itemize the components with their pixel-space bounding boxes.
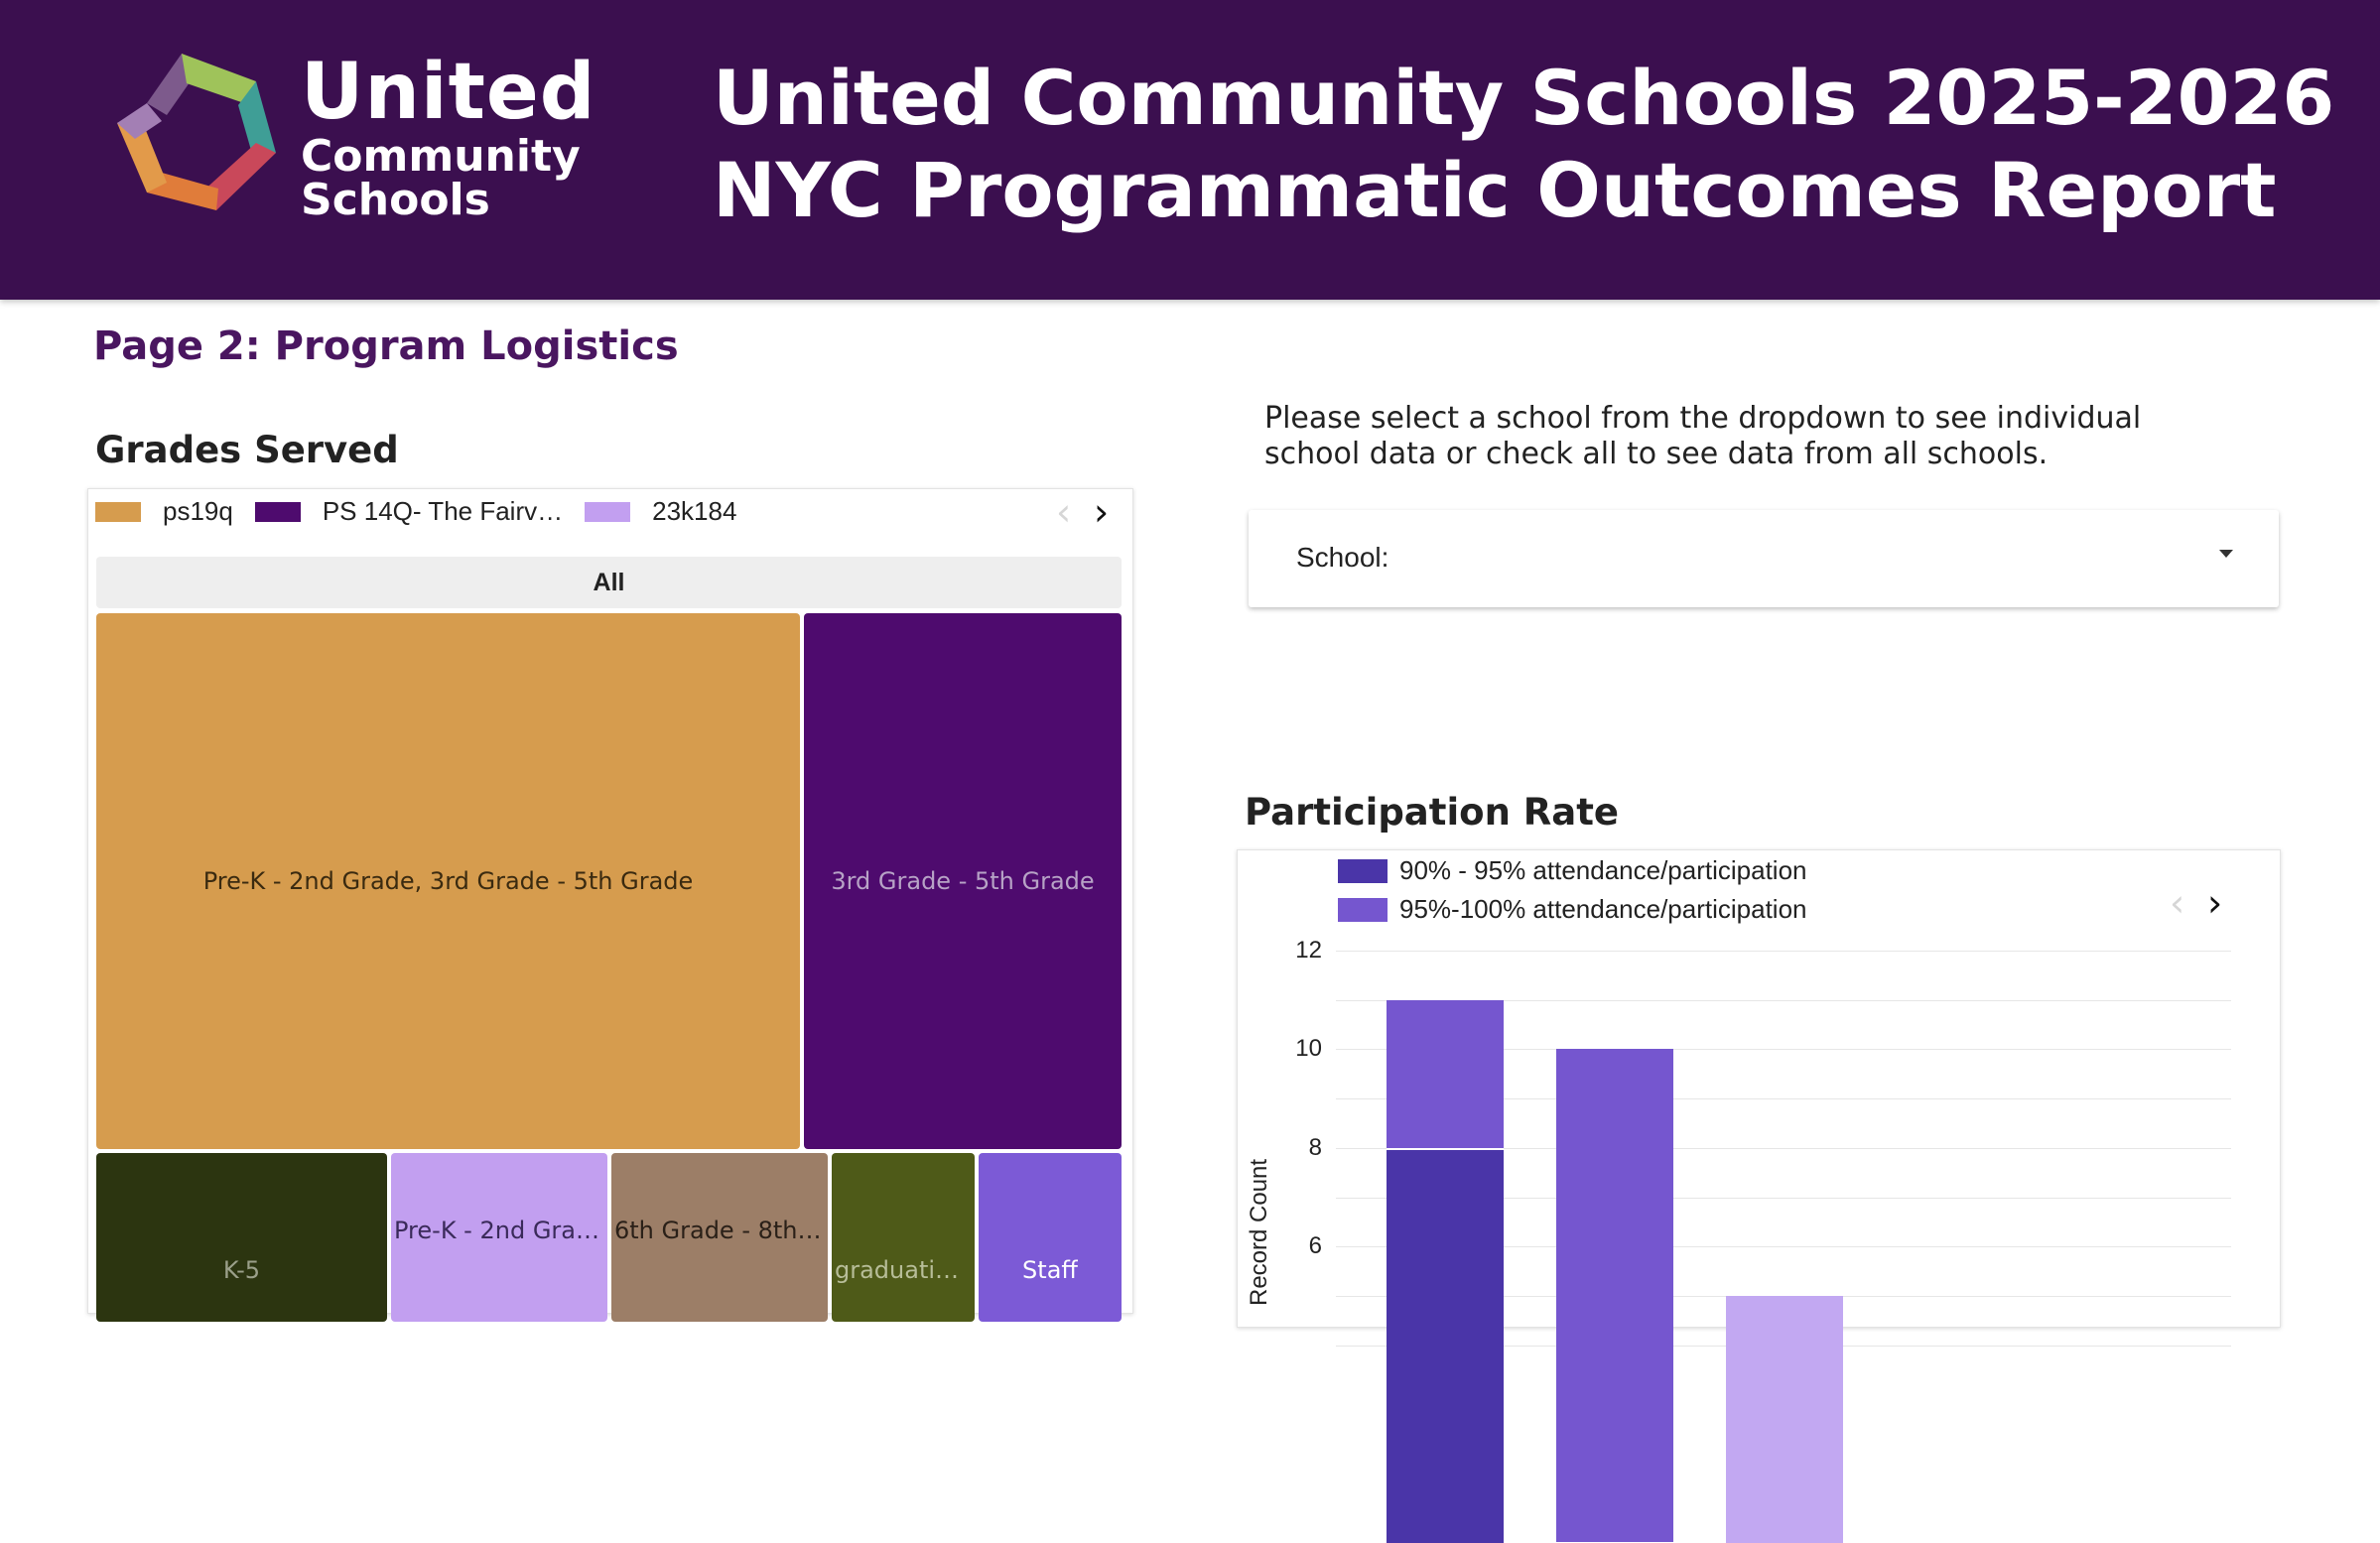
caret-down-icon: [2219, 550, 2233, 558]
y-tick-label: 6: [1308, 1232, 1322, 1259]
legend-label: PS 14Q- The Fairv…: [322, 496, 564, 526]
school-dropdown-label: School:: [1296, 542, 1389, 573]
y-tick-label: 12: [1295, 937, 1322, 964]
gridline: [1336, 1148, 2231, 1149]
legend-item-23k184[interactable]: 23k184: [585, 496, 736, 527]
chart-legend-next-chevron-icon[interactable]: ›: [2207, 881, 2223, 925]
school-filter-instructions: Please select a school from the dropdown…: [1264, 401, 2142, 471]
tile-label: Pre-K - 2nd Grade, 3rd Grade - 5th Grade: [394, 1217, 604, 1244]
report-title: United Community Schools 2025-2026 NYC P…: [713, 52, 2334, 236]
tile-label: K-5: [222, 1256, 261, 1284]
grades-served-title: Grades Served: [95, 429, 399, 471]
grades-legend: ps19q PS 14Q- The Fairv… 23k184: [95, 496, 758, 527]
bar-segment[interactable]: [1387, 1148, 1504, 1543]
treemap-tile[interactable]: 3rd Grade - 5th Grade: [804, 613, 1122, 1149]
united-community-schools-logo: [117, 54, 276, 210]
participation-legend: 90% - 95% attendance/participation 95%-1…: [1338, 855, 1829, 925]
legend-swatch: [585, 501, 631, 522]
legend-swatch: [95, 501, 141, 522]
gridline: [1336, 1246, 2231, 1247]
legend-item-90-95[interactable]: 90% - 95% attendance/participation: [1338, 855, 1807, 886]
legend-prev-chevron-icon[interactable]: ‹: [1056, 490, 1072, 534]
legend-label: 23k184: [652, 496, 737, 526]
legend-swatch: [1338, 858, 1388, 883]
legend-label: ps19q: [163, 496, 233, 526]
bar-segment[interactable]: [1387, 1000, 1504, 1150]
legend-item-ps14q[interactable]: PS 14Q- The Fairv…: [254, 496, 564, 527]
logo-line-3: Schools: [301, 175, 490, 225]
logo-line-2: Community: [301, 131, 581, 182]
treemap-root-all[interactable]: All: [96, 557, 1122, 608]
tile-label: 3rd Grade - 5th Grade: [831, 867, 1095, 895]
tile-label: graduating seniors: [835, 1256, 972, 1284]
treemap-tile[interactable]: 6th Grade - 8th Grade: [611, 1153, 828, 1322]
treemap-tile[interactable]: Pre-K - 2nd Grade, 3rd Grade - 5th Grade: [391, 1153, 607, 1322]
report-title-line-1: United Community Schools 2025-2026: [713, 54, 2335, 142]
treemap-tile[interactable]: graduating seniors: [832, 1153, 975, 1322]
treemap-tile[interactable]: Staff: [979, 1153, 1122, 1322]
page-heading: Page 2: Program Logistics: [93, 323, 679, 369]
legend-item-95-100[interactable]: 95%-100% attendance/participation: [1338, 894, 1807, 925]
y-tick-label: 8: [1308, 1134, 1322, 1161]
gridline: [1336, 1098, 2231, 1099]
logo-wordmark: United Community Schools: [301, 50, 596, 222]
tile-label: Pre-K - 2nd Grade, 3rd Grade - 5th Grade: [202, 867, 694, 895]
legend-next-chevron-icon[interactable]: ›: [1094, 490, 1110, 534]
chart-legend-prev-chevron-icon[interactable]: ‹: [2170, 881, 2185, 925]
y-tick-label: 10: [1295, 1035, 1322, 1062]
treemap-tile[interactable]: Pre-K - 2nd Grade, 3rd Grade - 5th Grade: [96, 613, 800, 1149]
bar-segment[interactable]: [1556, 1049, 1673, 1542]
school-dropdown[interactable]: School:: [1249, 510, 2279, 607]
y-axis-label: Record Count: [1246, 1158, 1272, 1306]
bar-segment[interactable]: [1726, 1296, 1843, 1543]
gridline: [1336, 1198, 2231, 1199]
legend-label: 95%-100% attendance/participation: [1399, 894, 1807, 924]
report-title-line-2: NYC Programmatic Outcomes Report: [713, 146, 2277, 234]
logo-line-1: United: [301, 48, 596, 137]
tile-label: 6th Grade - 8th Grade: [614, 1217, 825, 1244]
gridline: [1336, 951, 2231, 952]
gridline: [1336, 1000, 2231, 1001]
treemap-tile[interactable]: K-5: [96, 1153, 387, 1322]
gridline: [1336, 1049, 2231, 1050]
legend-label: 90% - 95% attendance/participation: [1399, 855, 1807, 885]
legend-item-ps19q[interactable]: ps19q: [95, 496, 233, 527]
tile-label: Staff: [1022, 1256, 1078, 1284]
legend-swatch: [1338, 897, 1388, 922]
participation-rate-title: Participation Rate: [1245, 791, 1620, 834]
legend-swatch: [254, 501, 301, 522]
report-header: United Community Schools United Communit…: [0, 0, 2380, 300]
